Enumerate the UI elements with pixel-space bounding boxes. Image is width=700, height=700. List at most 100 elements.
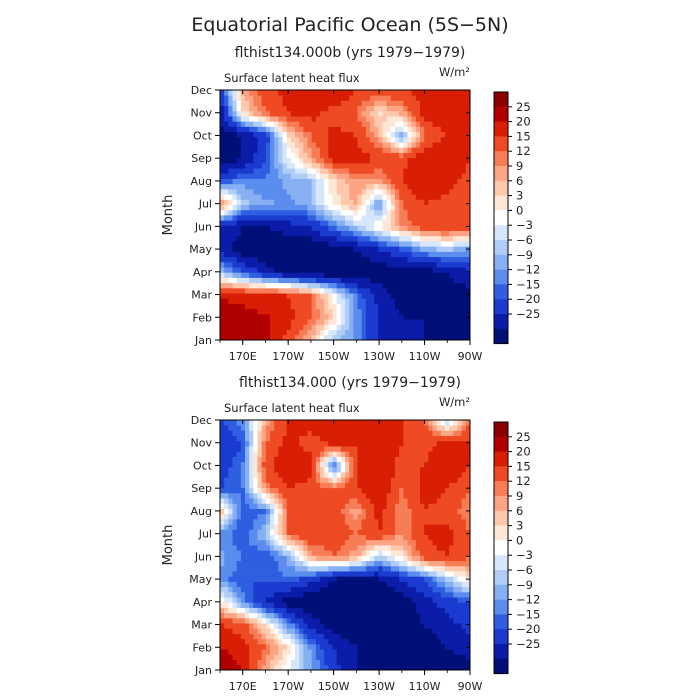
y-tick-label: Apr [193,266,213,279]
heatmap-cell [390,90,396,96]
heatmap-cell [261,251,267,258]
heatmap-cell [274,261,279,268]
heatmap-cell [311,235,317,242]
heatmap-cell [299,498,304,504]
heatmap-cell [253,178,258,185]
heatmap-cell [261,550,267,556]
heatmap-cell [249,173,254,179]
heatmap-cell [424,235,429,242]
heatmap-cell [453,576,458,582]
heatmap-cell [374,251,379,258]
heatmap-cell [390,235,396,242]
heatmap-cell [445,100,450,107]
heatmap-cell [465,298,471,304]
heatmap-cell [340,100,346,107]
heatmap-cell [299,183,304,190]
heatmap-cell [428,524,433,530]
heatmap-cell [382,508,388,515]
heatmap-cell [245,209,250,216]
heatmap-cell [253,539,258,546]
heatmap-cell [349,607,354,614]
heatmap-cell [349,168,354,174]
heatmap-cell [320,628,325,634]
heatmap-cell [432,230,438,237]
heatmap-cell [349,277,354,284]
heatmap-cell [278,664,283,671]
heatmap-cell [424,256,429,263]
heatmap-cell [311,298,317,304]
heatmap-panel-1: flthist134.000b (yrs 1979−1979)Surface l… [161,45,540,363]
heatmap-cell [236,654,242,660]
heatmap-cell [257,105,263,112]
heatmap-cell [315,654,321,660]
heatmap-cell [303,602,308,608]
heatmap-cell [315,607,321,614]
heatmap-cell [345,157,350,164]
heatmap-cell [265,105,271,112]
heatmap-cell [253,492,258,499]
heatmap-cell [457,324,463,330]
heatmap-cell [328,607,333,614]
heatmap-cell [307,110,313,117]
heatmap-cell [403,329,408,336]
heatmap-cell [370,498,375,504]
heatmap-cell [395,256,400,263]
heatmap-cell [324,136,329,143]
heatmap-cell [311,581,317,588]
heatmap-cell [253,313,258,320]
heatmap-cell [286,319,292,325]
heatmap-cell [224,607,229,614]
heatmap-cell [220,142,225,148]
heatmap-cell [228,571,233,577]
heatmap-cell [278,209,283,216]
heatmap-cell [428,220,433,226]
heatmap-cell [274,225,279,232]
heatmap-cell [390,591,396,598]
heatmap-cell [361,293,367,299]
heatmap-cell [245,308,250,315]
heatmap-cell [365,246,371,252]
heatmap-cell [278,121,283,127]
heatmap-cell [445,597,450,603]
heatmap-cell [295,529,300,535]
heatmap-cell [286,518,292,525]
heatmap-cell [353,235,358,242]
heatmap-cell [449,612,454,619]
heatmap-cell [345,602,350,608]
heatmap-cell [253,298,258,304]
heatmap-cell [395,282,400,289]
heatmap-cell [299,142,304,148]
heatmap-cell [370,277,375,284]
heatmap-cell [378,95,383,101]
heatmap-cell [236,565,242,572]
heatmap-cell [270,607,275,614]
heatmap-cell [253,617,258,624]
heatmap-cell [220,230,225,237]
heatmap-cell [403,287,408,294]
heatmap-cell [399,188,404,195]
heatmap-cell [445,173,450,179]
heatmap-cell [228,95,233,101]
heatmap-cell [324,162,329,169]
heatmap-cell [382,116,388,122]
heatmap-cell [299,550,304,556]
heatmap-cell [315,597,321,603]
heatmap-cell [420,654,425,660]
heatmap-cell [386,287,392,294]
heatmap-cell [411,241,417,247]
heatmap-cell [290,534,296,541]
heatmap-cell [257,157,263,164]
heatmap-cell [340,638,346,645]
heatmap-cell [428,529,433,535]
heatmap-cell [403,147,408,153]
heatmap-cell [445,235,450,242]
heatmap-cell [440,591,446,598]
heatmap-cell [328,251,333,258]
heatmap-cell [386,329,392,336]
heatmap-cell [457,225,463,232]
heatmap-cell [257,334,263,341]
heatmap-cell [349,152,354,159]
heatmap-cell [424,602,429,608]
heatmap-cell [286,246,292,252]
heatmap-cell [370,654,375,660]
